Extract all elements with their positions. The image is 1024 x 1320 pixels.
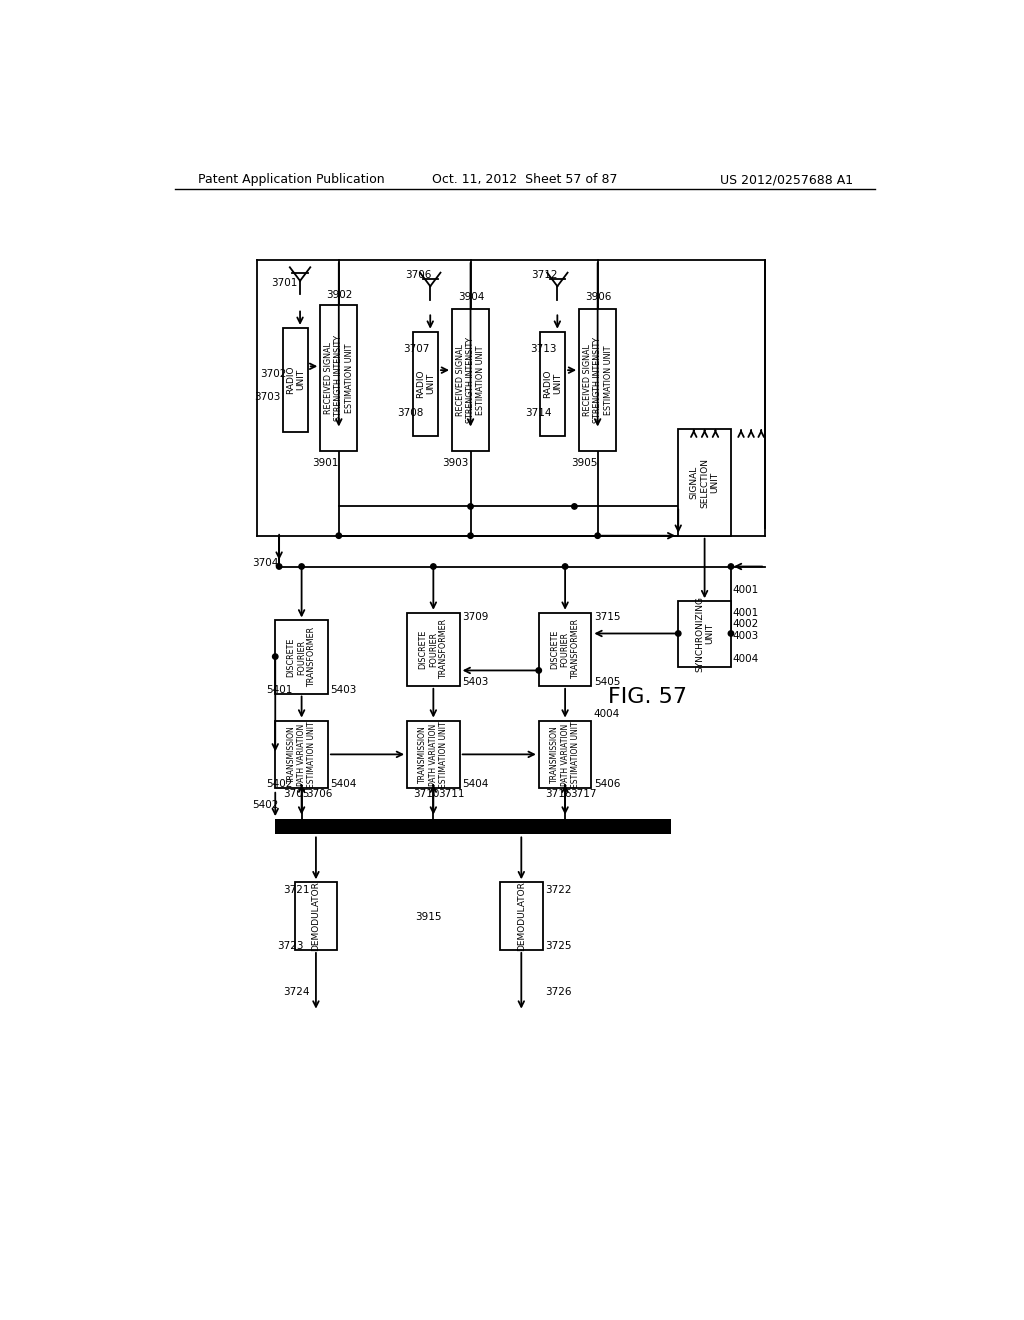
Text: 3712: 3712	[531, 271, 557, 280]
Text: 3706: 3706	[306, 788, 333, 799]
Circle shape	[336, 533, 342, 539]
Text: 3707: 3707	[403, 345, 429, 354]
Bar	[275, 721, 328, 788]
Text: 5402: 5402	[252, 800, 279, 810]
Text: 3906: 3906	[586, 292, 611, 302]
Text: RADIO
UNIT: RADIO UNIT	[543, 370, 562, 397]
Bar	[500, 882, 543, 950]
Circle shape	[595, 533, 600, 539]
Text: SYNCHRONIZING
UNIT: SYNCHRONIZING UNIT	[695, 595, 715, 672]
Text: 3702: 3702	[260, 370, 286, 379]
Bar	[452, 309, 489, 451]
Text: RECEIVED SIGNAL
STRENGTH INTENSITY
ESTIMATION UNIT: RECEIVED SIGNAL STRENGTH INTENSITY ESTIM…	[324, 335, 353, 421]
Text: 3711: 3711	[438, 788, 465, 799]
Text: 3721: 3721	[283, 884, 309, 895]
Text: Oct. 11, 2012  Sheet 57 of 87: Oct. 11, 2012 Sheet 57 of 87	[432, 173, 617, 186]
Text: 5402: 5402	[266, 779, 292, 789]
Text: 3902: 3902	[327, 290, 353, 301]
Text: 5404: 5404	[462, 779, 488, 789]
Bar	[539, 721, 592, 788]
Text: 4001: 4001	[732, 585, 759, 594]
Text: SIGNAL
SELECTION
UNIT: SIGNAL SELECTION UNIT	[690, 458, 720, 508]
Circle shape	[571, 504, 578, 510]
Text: 3725: 3725	[545, 941, 571, 952]
Bar	[407, 612, 460, 686]
Text: 3713: 3713	[530, 345, 557, 354]
Text: 3726: 3726	[545, 987, 571, 998]
Bar	[541, 331, 565, 436]
Text: DISCRETE
FOURIER
TRANSFORMER: DISCRETE FOURIER TRANSFORMER	[550, 619, 580, 680]
Circle shape	[676, 631, 681, 636]
Text: 3701: 3701	[271, 279, 298, 288]
Text: 3723: 3723	[276, 941, 303, 952]
Text: 4003: 4003	[732, 631, 759, 640]
Text: 3708: 3708	[397, 408, 423, 417]
Text: TRANSMISSION
PATH VARIATION
ESTIMATION UNIT: TRANSMISSION PATH VARIATION ESTIMATION U…	[287, 721, 316, 788]
Bar	[414, 331, 438, 436]
Text: 3903: 3903	[442, 458, 468, 467]
Bar	[407, 721, 460, 788]
Text: 3709: 3709	[462, 611, 488, 622]
Text: 5403: 5403	[462, 677, 488, 686]
Text: 3904: 3904	[458, 292, 484, 302]
Bar	[283, 327, 308, 432]
Text: 3724: 3724	[283, 987, 309, 998]
Text: 4004: 4004	[594, 709, 620, 719]
Bar	[275, 620, 328, 693]
Bar	[295, 882, 337, 950]
Text: DEMODULATOR: DEMODULATOR	[311, 882, 321, 950]
Circle shape	[468, 533, 473, 539]
Bar	[678, 429, 731, 536]
Text: 3722: 3722	[545, 884, 571, 895]
Text: 5406: 5406	[594, 779, 621, 789]
Text: 3705: 3705	[283, 788, 309, 799]
Text: 5401: 5401	[266, 685, 292, 694]
Text: TRANSMISSION
PATH VARIATION
ESTIMATION UNIT: TRANSMISSION PATH VARIATION ESTIMATION U…	[550, 721, 580, 788]
Circle shape	[272, 653, 278, 659]
Text: 5404: 5404	[331, 779, 356, 789]
Text: 3905: 3905	[571, 458, 598, 467]
Circle shape	[728, 631, 733, 636]
Text: RECEIVED SIGNAL
STRENGTH INTENSITY
ESTIMATION UNIT: RECEIVED SIGNAL STRENGTH INTENSITY ESTIM…	[583, 337, 612, 422]
Circle shape	[299, 564, 304, 569]
Circle shape	[562, 564, 568, 569]
Text: FIG. 57: FIG. 57	[608, 688, 687, 708]
Text: DISCRETE
FOURIER
TRANSFORMER: DISCRETE FOURIER TRANSFORMER	[419, 619, 449, 680]
Circle shape	[536, 668, 542, 673]
Text: 3915: 3915	[415, 912, 441, 921]
Bar	[678, 601, 731, 667]
Text: 4004: 4004	[732, 653, 759, 664]
Text: 3703: 3703	[254, 392, 281, 403]
Text: RECEIVED SIGNAL
STRENGTH INTENSITY
ESTIMATION UNIT: RECEIVED SIGNAL STRENGTH INTENSITY ESTIM…	[456, 337, 485, 422]
Text: 3714: 3714	[524, 408, 551, 417]
Circle shape	[728, 564, 733, 569]
Bar	[539, 612, 592, 686]
Text: DISCRETE
FOURIER
TRANSFORMER: DISCRETE FOURIER TRANSFORMER	[287, 627, 316, 686]
Circle shape	[468, 504, 473, 510]
Text: 3901: 3901	[311, 458, 338, 467]
Text: 3715: 3715	[594, 611, 621, 622]
Text: 3717: 3717	[569, 788, 596, 799]
Text: 3716: 3716	[545, 788, 571, 799]
Text: RADIO
UNIT: RADIO UNIT	[416, 370, 435, 397]
Bar	[275, 818, 671, 834]
Text: DEMODULATOR: DEMODULATOR	[517, 882, 525, 950]
Bar	[579, 309, 616, 451]
Text: 3710: 3710	[414, 788, 439, 799]
Circle shape	[276, 564, 282, 569]
Text: 3706: 3706	[406, 271, 432, 280]
Text: Patent Application Publication: Patent Application Publication	[198, 173, 384, 186]
Text: RADIO
UNIT: RADIO UNIT	[286, 366, 305, 395]
Text: TRANSMISSION
PATH VARIATION
ESTIMATION UNIT: TRANSMISSION PATH VARIATION ESTIMATION U…	[419, 721, 449, 788]
Text: US 2012/0257688 A1: US 2012/0257688 A1	[720, 173, 853, 186]
Text: 4002: 4002	[732, 619, 759, 630]
Bar	[321, 305, 357, 451]
Text: 5405: 5405	[594, 677, 621, 686]
Text: 4001: 4001	[732, 607, 759, 618]
Circle shape	[431, 564, 436, 569]
Text: 3704: 3704	[252, 557, 279, 568]
Text: 5403: 5403	[331, 685, 356, 694]
